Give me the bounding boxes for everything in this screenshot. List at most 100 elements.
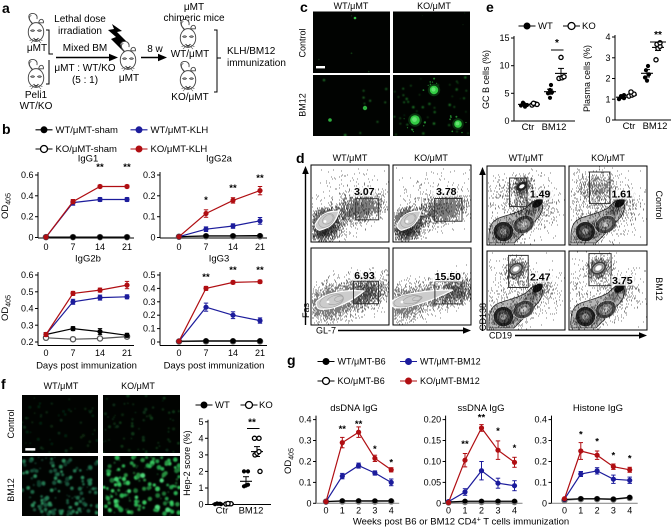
svg-text:1: 1 (340, 505, 345, 515)
svg-text:0: 0 (446, 505, 451, 515)
svg-text:3.78: 3.78 (436, 186, 457, 198)
svg-text:0: 0 (198, 500, 203, 510)
svg-text:3.07: 3.07 (354, 186, 375, 198)
svg-text:1: 1 (198, 483, 203, 493)
svg-text:0: 0 (43, 348, 48, 358)
svg-text:GC B cells (%): GC B cells (%) (481, 50, 491, 109)
svg-text:0: 0 (43, 242, 48, 252)
svg-text:4: 4 (389, 505, 394, 515)
svg-text:μMT: μMT (119, 73, 139, 84)
svg-text:*: * (204, 195, 208, 206)
svg-text:**: ** (96, 162, 104, 173)
svg-text:2: 2 (356, 505, 361, 515)
svg-text:0: 0 (150, 337, 155, 347)
svg-text:WT/μMT-BM12: WT/μMT-BM12 (420, 357, 481, 367)
svg-text:Weeks post B6 or BM12 CD4+ T c: Weeks post B6 or BM12 CD4+ T cells immun… (353, 517, 569, 528)
svg-text:0: 0 (176, 242, 181, 252)
svg-text:14: 14 (228, 242, 238, 252)
svg-text:3: 3 (198, 450, 203, 460)
svg-text:15.50: 15.50 (435, 271, 461, 283)
svg-text:0.5: 0.5 (143, 270, 156, 280)
svg-text:*: * (513, 443, 517, 454)
svg-text:0.1: 0.1 (534, 477, 547, 487)
svg-text:**: ** (229, 265, 237, 276)
svg-text:**: ** (123, 162, 131, 173)
svg-text:0: 0 (28, 233, 33, 243)
svg-text:0.3: 0.3 (143, 170, 156, 180)
svg-text:1.49: 1.49 (530, 189, 551, 201)
svg-text:ssDNA IgG: ssDNA IgG (458, 403, 505, 414)
svg-text:7: 7 (203, 348, 208, 358)
svg-text:μMT : WT/KO: μMT : WT/KO (54, 63, 115, 74)
svg-text:0.2: 0.2 (21, 337, 34, 347)
svg-text:21: 21 (255, 242, 265, 252)
svg-text:8 w: 8 w (147, 44, 163, 55)
svg-text:WT/μMT: WT/μMT (509, 153, 544, 163)
svg-text:GL-7: GL-7 (316, 326, 336, 336)
svg-text:CD138: CD138 (478, 303, 488, 331)
svg-text:0.2: 0.2 (143, 310, 156, 320)
svg-text:KO/μMT: KO/μMT (591, 153, 625, 163)
svg-text:3.75: 3.75 (612, 275, 633, 287)
svg-text:0.2: 0.2 (534, 456, 547, 466)
svg-text:BM12: BM12 (239, 506, 264, 517)
svg-text:21: 21 (255, 348, 265, 358)
svg-text:3: 3 (372, 505, 377, 515)
svg-text:3: 3 (605, 53, 610, 63)
svg-text:0.3: 0.3 (299, 436, 312, 446)
svg-text:21: 21 (122, 242, 132, 252)
svg-text:WT/μMT-sham: WT/μMT-sham (56, 125, 119, 136)
svg-text:c: c (300, 0, 308, 15)
svg-text:2.47: 2.47 (530, 271, 551, 283)
svg-text:WT/μMT-KLH: WT/μMT-KLH (151, 125, 209, 136)
svg-text:(5 : 1): (5 : 1) (72, 75, 98, 86)
svg-text:*: * (373, 444, 377, 455)
svg-text:3: 3 (495, 505, 500, 515)
svg-text:4: 4 (512, 505, 517, 515)
svg-text:Ctr: Ctr (522, 122, 535, 133)
svg-text:*: * (555, 38, 559, 49)
svg-text:0.4: 0.4 (534, 415, 547, 425)
svg-text:0: 0 (436, 498, 441, 508)
svg-text:d: d (296, 150, 305, 166)
svg-text:BM12: BM12 (542, 122, 567, 133)
svg-text:Days post immunization: Days post immunization (36, 360, 137, 371)
svg-text:0.3: 0.3 (21, 320, 34, 330)
svg-text:KO/μMT: KO/μMT (171, 92, 208, 103)
svg-text:KO/μMT: KO/μMT (121, 381, 155, 391)
svg-text:Peli1: Peli1 (25, 90, 48, 101)
svg-text:Hep-2 score (%): Hep-2 score (%) (182, 430, 192, 496)
svg-text:**: ** (256, 265, 264, 276)
svg-text:Ctr: Ctr (623, 121, 636, 132)
svg-text:1: 1 (462, 505, 467, 515)
svg-text:2: 2 (595, 505, 600, 515)
svg-text:IgG3: IgG3 (209, 254, 230, 265)
svg-text:irradiation: irradiation (58, 26, 102, 37)
svg-text:IgG2b: IgG2b (75, 254, 101, 265)
svg-text:14: 14 (228, 348, 238, 358)
svg-text:0.3: 0.3 (143, 297, 156, 307)
svg-text:0.6: 0.6 (21, 270, 34, 280)
svg-text:*: * (496, 426, 500, 437)
svg-text:0.4: 0.4 (21, 191, 34, 201)
svg-text:2: 2 (198, 466, 203, 476)
svg-text:**: ** (202, 272, 210, 283)
svg-text:BM12: BM12 (6, 478, 16, 502)
svg-text:5: 5 (198, 417, 203, 427)
svg-text:**: ** (248, 418, 256, 429)
svg-text:WT/μMT-B6: WT/μMT-B6 (338, 357, 386, 367)
svg-text:Lethal dose: Lethal dose (54, 14, 106, 25)
svg-text:*: * (628, 453, 632, 464)
svg-text:KLH/BM12: KLH/BM12 (227, 46, 276, 57)
svg-text:KO: KO (582, 21, 596, 32)
svg-text:0: 0 (150, 233, 155, 243)
svg-text:0.2: 0.2 (299, 456, 312, 466)
svg-text:14: 14 (95, 242, 105, 252)
svg-text:BM12: BM12 (298, 93, 308, 117)
svg-text:WT/μMT: WT/μMT (44, 381, 79, 391)
svg-text:1: 1 (578, 505, 583, 515)
svg-text:**: ** (461, 439, 469, 450)
svg-text:7: 7 (70, 348, 75, 358)
svg-text:dsDNA IgG: dsDNA IgG (330, 403, 378, 414)
svg-text:0.20: 0.20 (424, 415, 442, 425)
